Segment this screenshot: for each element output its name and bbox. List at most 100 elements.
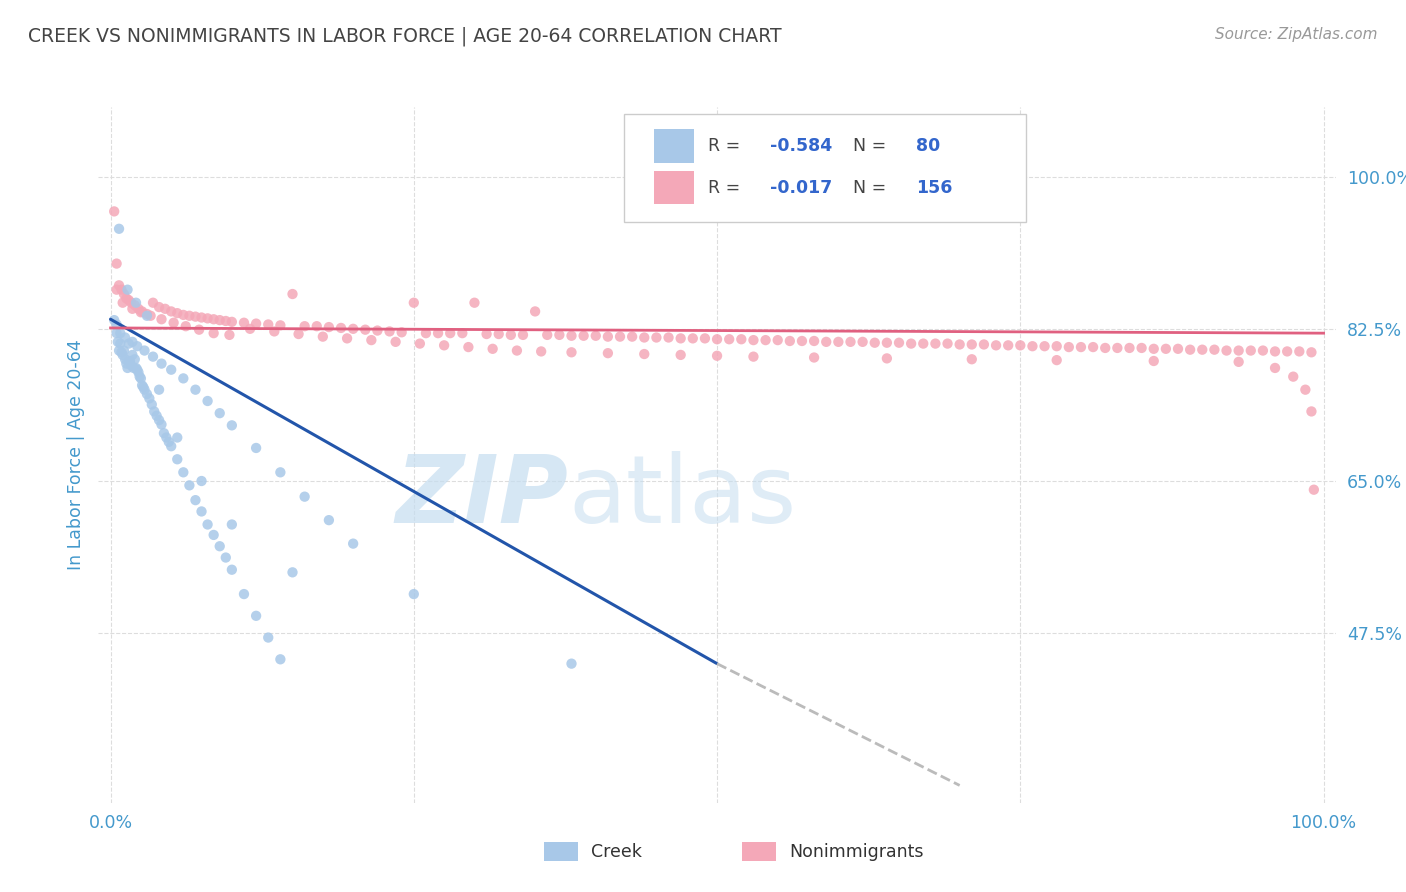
Point	[1107, 341, 1129, 355]
Point	[118, 354, 141, 368]
Point	[1191, 343, 1213, 357]
Point	[184, 310, 207, 324]
Point	[160, 362, 183, 376]
Point	[475, 326, 498, 341]
Point	[263, 325, 285, 339]
Point	[134, 343, 156, 358]
Point	[402, 587, 425, 601]
Point	[585, 328, 607, 343]
Point	[863, 335, 886, 350]
Point	[481, 342, 503, 356]
Bar	[742, 842, 776, 862]
Point	[184, 493, 207, 508]
Point	[427, 326, 450, 341]
Point	[108, 343, 131, 358]
Point	[1094, 341, 1116, 355]
Point	[132, 380, 155, 394]
Point	[330, 321, 353, 335]
Point	[131, 304, 153, 318]
Point	[141, 397, 163, 411]
Point	[139, 309, 162, 323]
Point	[960, 337, 983, 351]
Point	[103, 204, 125, 219]
Point	[1143, 354, 1166, 368]
Point	[815, 334, 838, 349]
Point	[121, 348, 143, 362]
Point	[669, 331, 692, 345]
Point	[827, 334, 849, 349]
Point	[202, 528, 225, 542]
Point	[1081, 340, 1104, 354]
Point	[172, 308, 194, 322]
Point	[803, 334, 825, 348]
Point	[129, 371, 152, 385]
Point	[155, 431, 177, 445]
Point	[287, 326, 309, 341]
Point	[148, 383, 170, 397]
Point	[208, 406, 231, 420]
Point	[115, 291, 138, 305]
Point	[188, 323, 211, 337]
Text: Creek: Creek	[591, 843, 641, 861]
Point	[1033, 339, 1056, 353]
Point	[621, 329, 644, 343]
Point	[239, 322, 262, 336]
Point	[110, 326, 132, 341]
Point	[318, 513, 340, 527]
Point	[103, 313, 125, 327]
Point	[415, 326, 437, 341]
Text: R =: R =	[709, 178, 747, 197]
Point	[572, 328, 595, 343]
Point	[127, 362, 149, 376]
Point	[463, 295, 485, 310]
Point	[402, 295, 425, 310]
Text: 156: 156	[917, 178, 953, 197]
Point	[105, 283, 128, 297]
Point	[221, 563, 243, 577]
Point	[153, 426, 176, 441]
Point	[730, 332, 752, 346]
Point	[924, 336, 946, 351]
Point	[157, 434, 180, 449]
Y-axis label: In Labor Force | Age 20-64: In Labor Force | Age 20-64	[66, 340, 84, 570]
Point	[790, 334, 813, 348]
Point	[105, 318, 128, 332]
Point	[1301, 404, 1323, 418]
Point	[718, 332, 741, 346]
Point	[131, 378, 153, 392]
Point	[1154, 342, 1177, 356]
Point	[142, 295, 165, 310]
Point	[179, 478, 201, 492]
Point	[124, 298, 146, 312]
Point	[172, 371, 194, 385]
Point	[506, 343, 529, 358]
Point	[1057, 340, 1080, 354]
Point	[360, 333, 382, 347]
Point	[127, 301, 149, 316]
Point	[997, 338, 1019, 352]
Point	[245, 608, 267, 623]
Point	[409, 336, 432, 351]
Point	[197, 394, 219, 409]
Point	[148, 300, 170, 314]
Point	[318, 320, 340, 334]
Point	[233, 316, 256, 330]
Point	[391, 326, 413, 340]
Point	[150, 417, 173, 432]
Point	[202, 312, 225, 326]
Point	[596, 346, 619, 360]
Point	[384, 334, 406, 349]
Point	[190, 504, 212, 518]
Text: CREEK VS NONIMMIGRANTS IN LABOR FORCE | AGE 20-64 CORRELATION CHART: CREEK VS NONIMMIGRANTS IN LABOR FORCE | …	[28, 27, 782, 46]
Point	[657, 330, 679, 344]
Point	[1010, 338, 1032, 352]
Point	[281, 566, 304, 580]
Point	[162, 316, 184, 330]
Point	[596, 329, 619, 343]
Point	[245, 317, 267, 331]
Text: -0.584: -0.584	[770, 137, 832, 155]
Point	[179, 309, 201, 323]
Point	[166, 306, 188, 320]
Point	[120, 359, 142, 373]
Point	[1294, 383, 1316, 397]
